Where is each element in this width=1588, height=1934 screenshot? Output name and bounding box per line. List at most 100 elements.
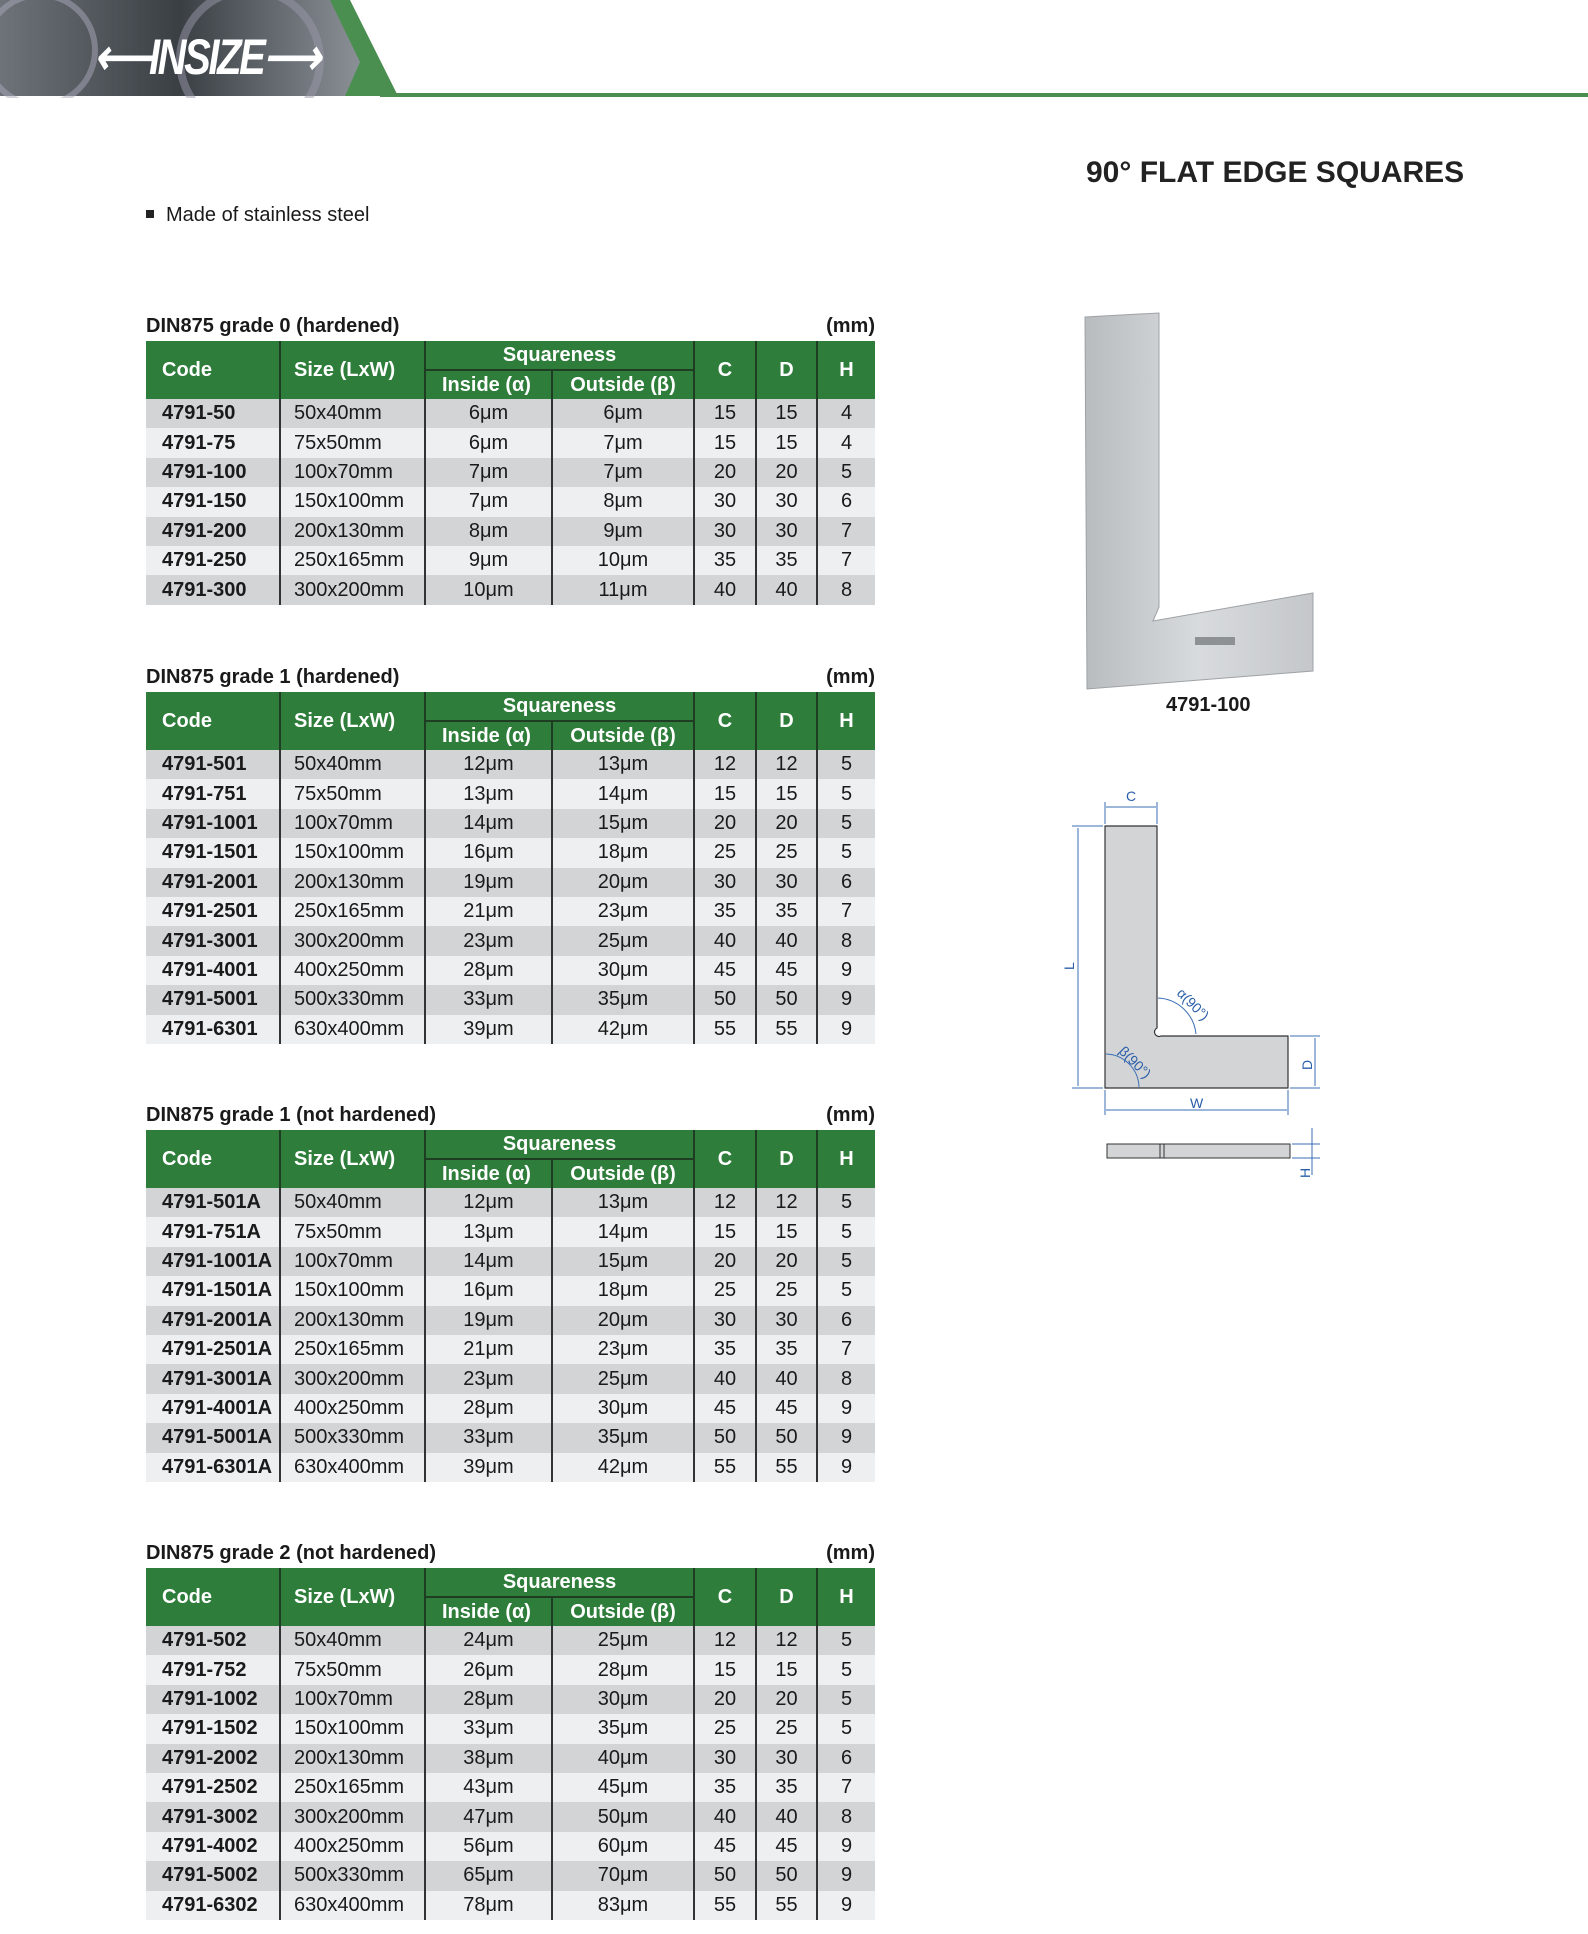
cell-size: 75x50mm [279,1655,425,1685]
table-unit: (mm) [826,666,875,688]
cell-size: 300x200mm [279,926,425,956]
feature-item: Made of stainless steel [146,204,369,227]
product-caption: 4791-100 [1166,694,1251,716]
col-header-inside: Inside (α) [424,720,552,750]
cell-inside: 6μm [424,428,552,458]
cell-d: 35 [755,896,818,927]
cell-outside: 40μm [550,1743,695,1773]
cell-h: 4 [816,399,876,429]
cell-inside: 19μm [424,1305,552,1335]
cell-c: 35 [693,1772,757,1803]
cell-c: 15 [693,399,757,429]
cell-code: 4791-100 [146,457,280,488]
table-row: 4791-2001A 200x130mm 19μm 20μm 30 30 6 [146,1305,876,1335]
cell-size: 50x40mm [279,1188,425,1218]
cell-d: 35 [755,545,818,576]
cell-outside: 9μm [550,516,695,546]
banner-graphic [0,0,398,134]
cell-size: 250x165mm [279,896,425,927]
col-header-h: H [816,1568,876,1626]
cell-d: 25 [755,1276,818,1306]
col-header-inside: Inside (α) [424,1596,552,1626]
cell-c: 12 [693,1626,757,1656]
col-header-d: D [755,341,818,399]
cell-code: 4791-6301 [146,1014,280,1044]
table-row: 4791-50 50x40mm 6μm 6μm 15 15 4 [146,399,876,429]
col-header-c: C [693,1130,757,1188]
cell-h: 5 [816,1276,876,1306]
cell-code: 4791-200 [146,516,280,546]
cell-code: 4791-2502 [146,1772,280,1803]
col-header-h: H [816,341,876,399]
cell-inside: 13μm [424,1217,552,1247]
spec-table-block: DIN875 grade 1 (hardened) (mm) Code Size (L… [146,666,876,1044]
cell-inside: 14μm [424,808,552,839]
col-header-size: Size (LxW) [279,692,425,750]
table-row: 4791-501 50x40mm 12μm 13μm 12 12 5 [146,750,876,780]
cell-code: 4791-1001A [146,1246,280,1277]
dim-h-label: H [1297,1168,1313,1178]
header-banner [0,0,400,134]
alpha-label: α(90°) [1174,985,1213,1024]
cell-d: 30 [755,1305,818,1335]
spec-table-block: DIN875 grade 1 (not hardened) (mm) Code Siz… [146,1104,876,1482]
cell-outside: 13μm [550,1188,695,1218]
cell-size: 300x200mm [279,1364,425,1394]
cell-outside: 20μm [550,867,695,897]
table-row: 4791-3001 300x200mm 23μm 25μm 40 40 8 [146,926,876,956]
table-row: 4791-2501 250x165mm 21μm 23μm 35 35 7 [146,896,876,927]
table-row: 4791-4002 400x250mm 56μm 60μm 45 45 9 [146,1831,876,1862]
cell-d: 30 [755,867,818,897]
cell-inside: 21μm [424,1334,552,1365]
cell-size: 50x40mm [279,399,425,429]
cell-inside: 16μm [424,1276,552,1306]
cell-outside: 70μm [550,1861,695,1891]
cell-size: 400x250mm [279,1393,425,1424]
spec-table-block: DIN875 grade 0 (hardened) (mm) Code Size (L… [146,315,876,605]
cell-h: 8 [816,1364,876,1394]
cell-outside: 35μm [550,985,695,1015]
cell-size: 250x165mm [279,1334,425,1365]
bullet-icon [146,209,154,218]
cell-d: 12 [755,1626,818,1656]
table-row: 4791-100 100x70mm 7μm 7μm 20 20 5 [146,457,876,488]
cell-h: 5 [816,838,876,868]
spec-table-block: DIN875 grade 2 (not hardened) (mm) Code Siz… [146,1542,876,1920]
cell-size: 200x130mm [279,867,425,897]
cell-h: 7 [816,516,876,546]
cell-d: 20 [755,457,818,488]
cell-outside: 35μm [550,1714,695,1744]
cell-inside: 43μm [424,1772,552,1803]
cell-c: 35 [693,545,757,576]
cell-code: 4791-4001A [146,1393,280,1424]
cell-code: 4791-501A [146,1188,280,1218]
cell-outside: 20μm [550,1305,695,1335]
cell-inside: 56μm [424,1831,552,1862]
cell-c: 55 [693,1890,757,1920]
cell-c: 35 [693,896,757,927]
cell-size: 630x400mm [279,1014,425,1044]
col-header-h: H [816,692,876,750]
cell-c: 40 [693,926,757,956]
table-row: 4791-5001 500x330mm 33μm 35μm 50 50 9 [146,985,876,1015]
cell-inside: 14μm [424,1246,552,1277]
cell-c: 25 [693,838,757,868]
cell-outside: 30μm [550,1393,695,1424]
cell-size: 200x130mm [279,1305,425,1335]
cell-c: 20 [693,457,757,488]
cell-size: 630x400mm [279,1890,425,1920]
table-row: 4791-2002 200x130mm 38μm 40μm 30 30 6 [146,1743,876,1773]
cell-c: 50 [693,985,757,1015]
cell-code: 4791-6302 [146,1890,280,1920]
cell-inside: 6μm [424,399,552,429]
cell-code: 4791-2001 [146,867,280,897]
cell-size: 100x70mm [279,1246,425,1277]
cell-size: 75x50mm [279,1217,425,1247]
col-header-outside: Outside (β) [550,1596,695,1626]
cell-h: 5 [816,1714,876,1744]
cell-d: 55 [755,1014,818,1044]
cell-code: 4791-1501A [146,1276,280,1306]
cell-inside: 13μm [424,779,552,809]
cell-d: 15 [755,399,818,429]
cell-h: 9 [816,1014,876,1044]
